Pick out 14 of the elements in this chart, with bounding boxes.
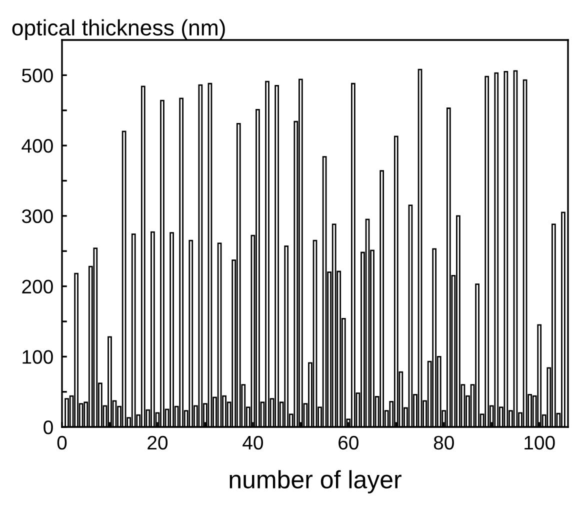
y-tick-label: 400 [22, 139, 53, 153]
y-tick-label: 300 [22, 209, 53, 224]
y-tick-label: 200 [22, 280, 53, 294]
x-tick-label: 80 [434, 436, 454, 450]
x-tick-label: 20 [148, 436, 168, 450]
y-tick-label: 100 [22, 350, 53, 364]
y-tick-label: 0 [44, 420, 53, 434]
x-axis-title: number of layer [230, 470, 402, 494]
y-tick-label: 500 [22, 68, 53, 82]
x-tick-label: 100 [524, 436, 555, 450]
x-tick-label: 60 [338, 436, 358, 450]
x-tick-label: 0 [57, 436, 67, 450]
x-tick-label: 40 [242, 436, 263, 450]
y-axis-title: optical thickness (nm) [12, 19, 225, 40]
